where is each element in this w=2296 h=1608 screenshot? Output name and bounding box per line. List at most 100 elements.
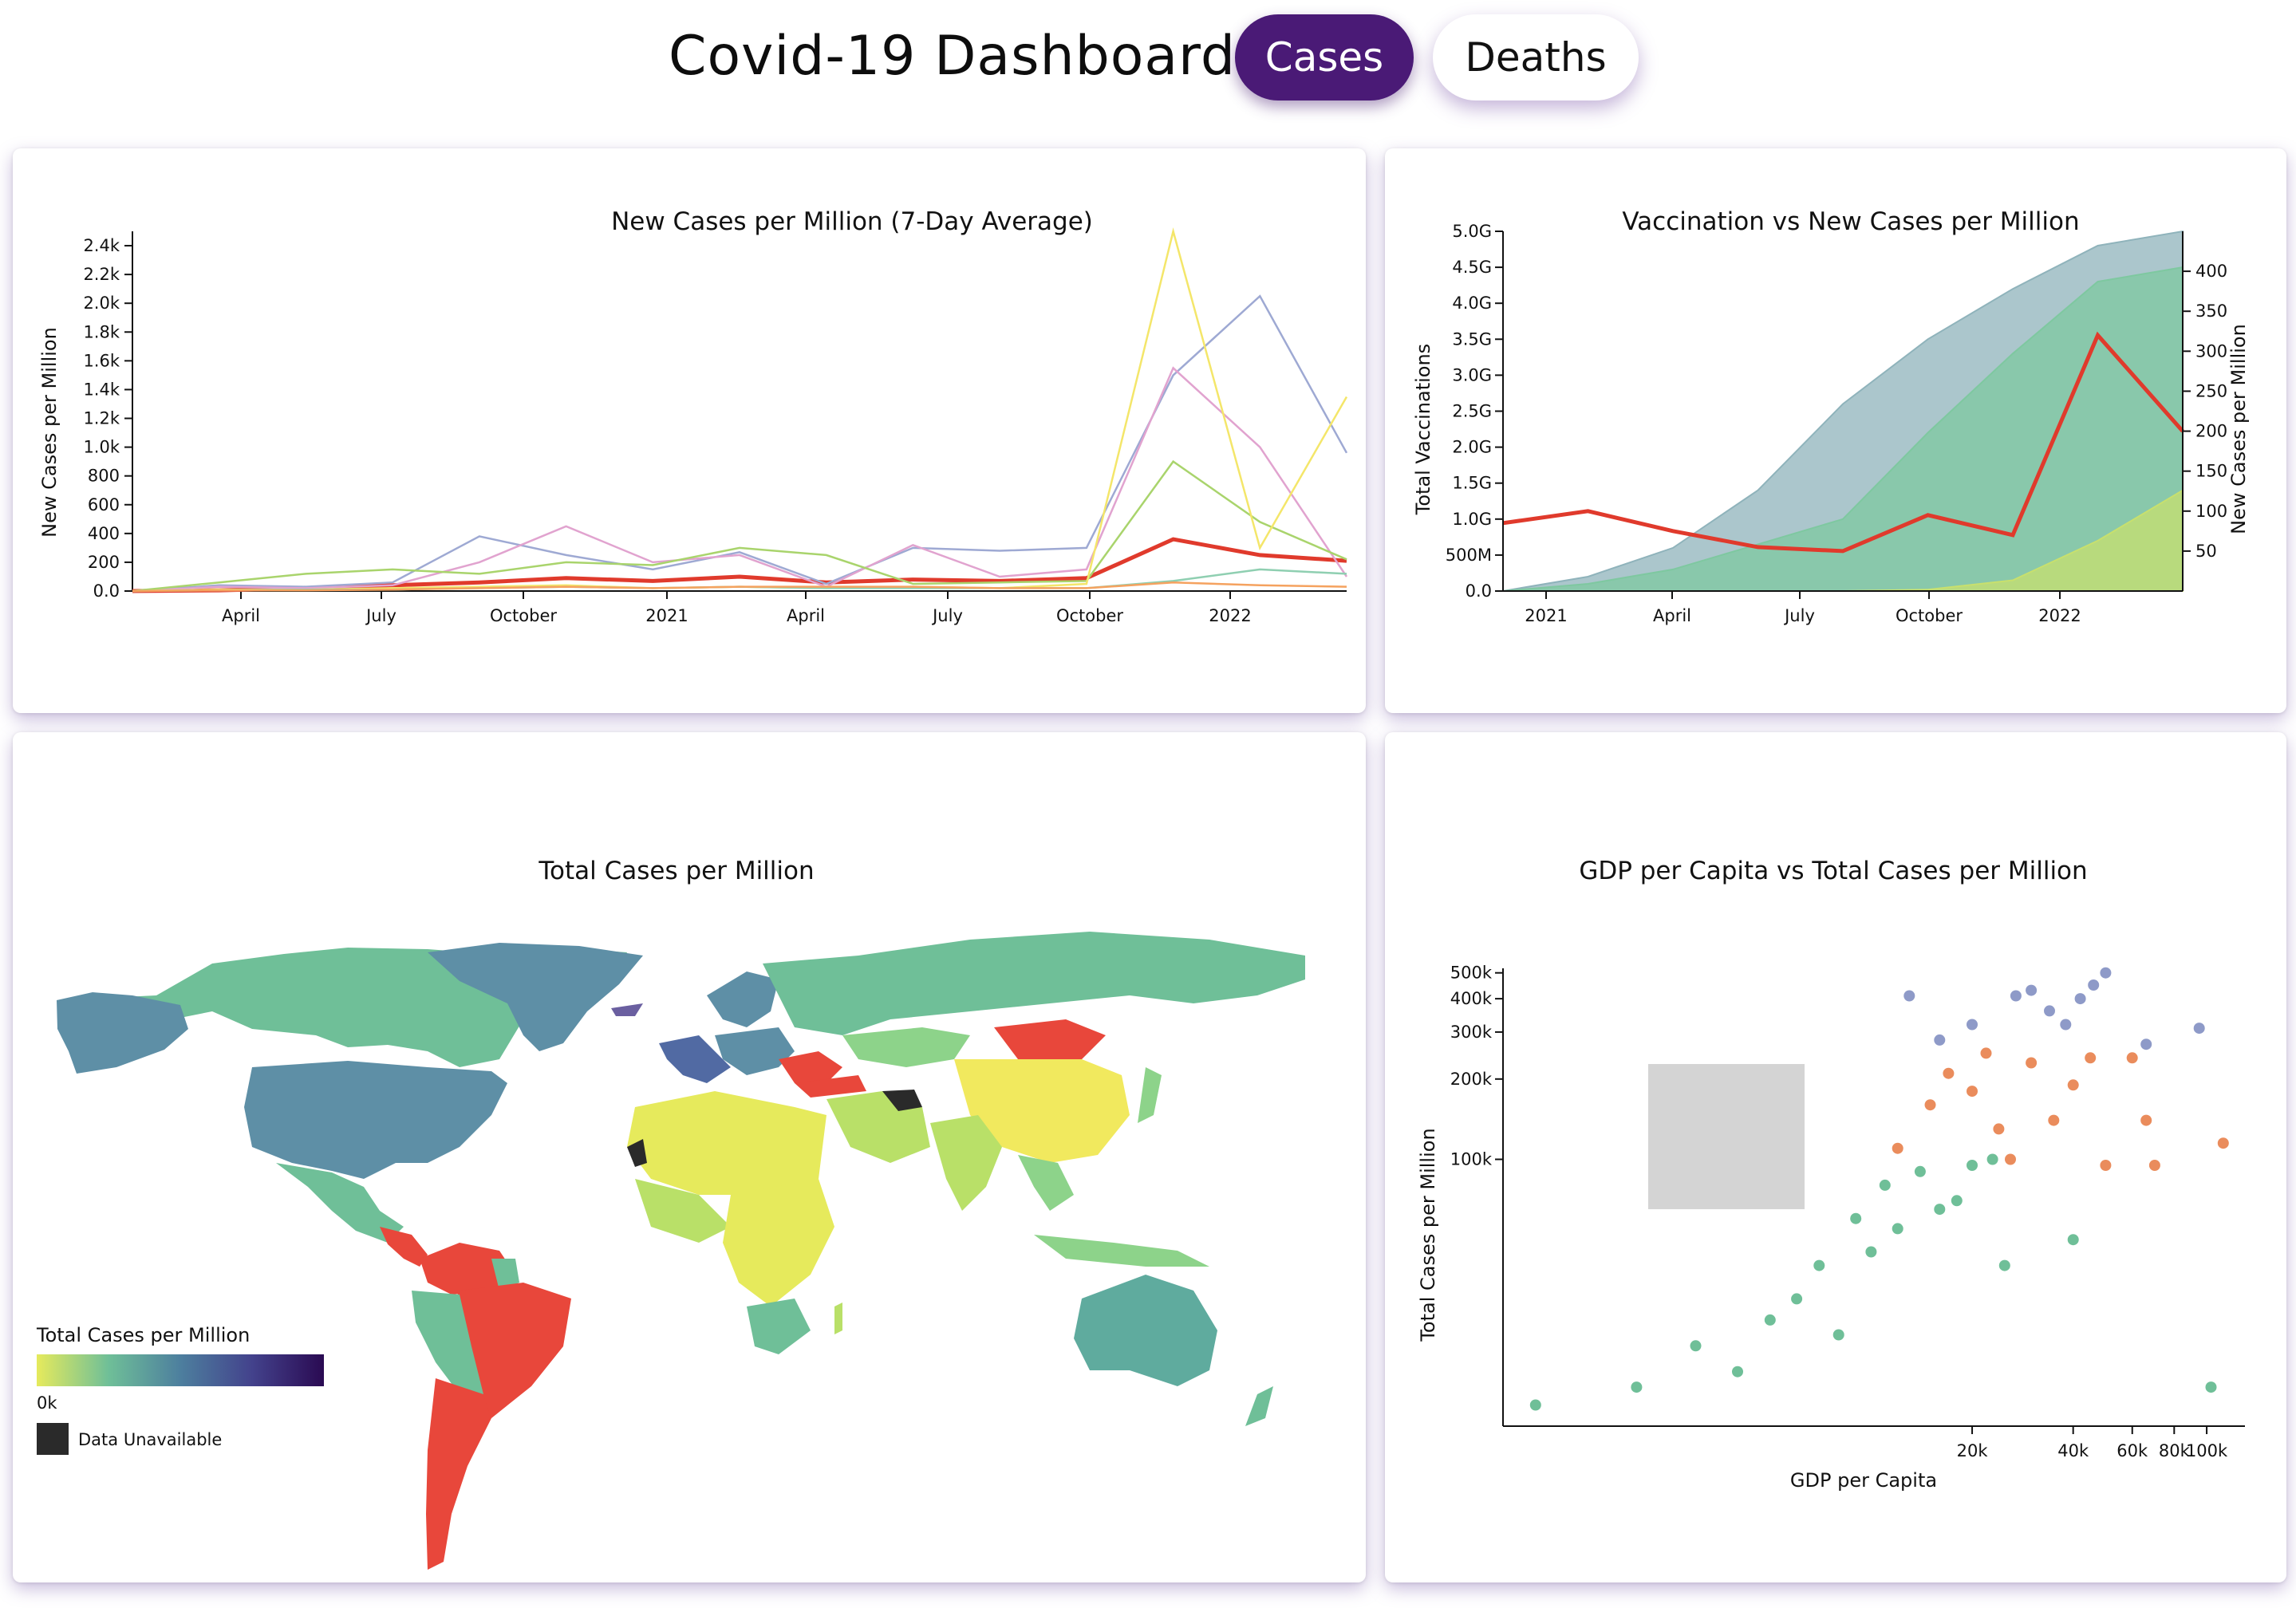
deaths-button[interactable]: Deaths xyxy=(1433,14,1639,100)
new-cases-y-tick-label: 200 xyxy=(88,553,120,572)
vaccination-left-y-axis: 0.0 500M 1.0G 1.5G 2.0G 2.5G 3.0G 3.5G 4.0G 4.5G 5… xyxy=(1446,222,1503,601)
scatter-point[interactable] xyxy=(1986,1153,1998,1165)
scatter-point[interactable] xyxy=(2074,993,2086,1005)
scatter-points xyxy=(1529,967,2229,1411)
map-card: Total Cases per Million xyxy=(13,732,1366,1582)
vaccination-right-tick-label: 200 xyxy=(2195,422,2227,441)
scatter-point[interactable] xyxy=(1764,1314,1776,1326)
scatter-point[interactable] xyxy=(2026,1057,2038,1069)
map-kazakhstan xyxy=(842,1027,970,1067)
new-cases-series-line xyxy=(132,227,1348,593)
scatter-point[interactable] xyxy=(2148,1160,2160,1171)
new-cases-y-tick-label: 800 xyxy=(88,467,120,486)
new-cases-series-line xyxy=(132,294,1348,593)
scatter-point[interactable] xyxy=(2126,1052,2138,1064)
map-guyana xyxy=(491,1259,519,1291)
vaccination-right-tick-label: 300 xyxy=(2195,341,2227,361)
scatter-point[interactable] xyxy=(1934,1204,1946,1216)
map-mongolia xyxy=(994,1019,1106,1059)
vaccination-right-tick-label: 50 xyxy=(2195,542,2217,561)
scatter-point[interactable] xyxy=(1813,1259,1825,1271)
new-cases-x-tick-label: October xyxy=(490,606,557,625)
vaccination-right-tick-label: 250 xyxy=(2195,381,2227,400)
cases-button[interactable]: Cases xyxy=(1235,14,1414,100)
scatter-point[interactable] xyxy=(1967,1160,1978,1171)
world-map-chart: Total Cases per Million xyxy=(36,857,1305,1570)
map-iran xyxy=(882,1090,922,1111)
scatter-point[interactable] xyxy=(1934,1034,1946,1046)
new-cases-series-line xyxy=(132,581,1347,593)
scatter-point[interactable] xyxy=(2193,1023,2205,1035)
scatter-point[interactable] xyxy=(2100,1160,2112,1171)
scatter-point[interactable] xyxy=(2140,1114,2152,1126)
scatter-point[interactable] xyxy=(2005,1153,2016,1165)
scatter-point[interactable] xyxy=(2026,984,2038,996)
map-new-zealand xyxy=(1245,1386,1273,1426)
scatter-point[interactable] xyxy=(1865,1246,1877,1258)
scatter-point[interactable] xyxy=(1903,990,1915,1002)
scatter-point[interactable] xyxy=(1791,1293,1803,1305)
scatter-point[interactable] xyxy=(2088,979,2100,991)
scatter-brush-selection[interactable] xyxy=(1648,1064,1805,1209)
scatter-card: GDP per Capita vs Total Cases per Millio… xyxy=(1385,732,2286,1582)
new-cases-x-tick-label: July xyxy=(365,606,396,625)
scatter-point[interactable] xyxy=(1967,1019,1978,1031)
scatter-point[interactable] xyxy=(2217,1137,2229,1149)
world-map[interactable] xyxy=(57,932,1305,1570)
map-legend-title: Total Cases per Million xyxy=(36,1324,250,1346)
map-japan xyxy=(1138,1067,1162,1123)
scatter-point[interactable] xyxy=(1924,1099,1936,1111)
scatter-point[interactable] xyxy=(2010,990,2022,1002)
scatter-point[interactable] xyxy=(1993,1123,2005,1135)
vaccination-right-tick-label: 400 xyxy=(2195,262,2227,281)
map-central-africa xyxy=(723,1179,834,1306)
scatter-point[interactable] xyxy=(1951,1195,1963,1207)
new-cases-x-axis: April July October 2021 April July October 2022 xyxy=(222,591,1252,625)
vaccination-x-tick-label: April xyxy=(1653,606,1691,625)
scatter-point[interactable] xyxy=(2067,1079,2079,1091)
map-legend-unavailable-label: Data Unavailable xyxy=(78,1430,222,1449)
new-cases-x-tick-label: 2021 xyxy=(645,606,688,625)
new-cases-y-axis: 0.0 200 400 600 800 1.0k 1.2k 1.4k 1.6k 1.8k 2.0k 2… xyxy=(83,236,132,601)
scatter-point[interactable] xyxy=(2085,1052,2097,1064)
scatter-point[interactable] xyxy=(1943,1067,1955,1079)
scatter-point[interactable] xyxy=(1529,1399,1541,1411)
scatter-point[interactable] xyxy=(2205,1381,2217,1393)
vaccination-left-tick-label: 500M xyxy=(1446,546,1492,565)
map-turkey xyxy=(795,1075,866,1098)
map-europe-central xyxy=(715,1027,795,1075)
map-west-africa xyxy=(635,1179,731,1243)
map-legend-min: 0k xyxy=(37,1393,57,1413)
map-china xyxy=(954,1059,1130,1163)
vaccination-new-cases-line xyxy=(1502,331,2184,554)
scatter-point[interactable] xyxy=(1998,1259,2010,1271)
scatter-point[interactable] xyxy=(1690,1340,1702,1352)
page-title: Covid-19 Dashboard xyxy=(669,25,1236,88)
scatter-point[interactable] xyxy=(2140,1038,2152,1050)
scatter-point[interactable] xyxy=(2100,967,2112,979)
vaccination-left-tick-label: 3.5G xyxy=(1452,329,1492,349)
vaccination-x-tick-label: July xyxy=(1783,606,1815,625)
new-cases-y-tick-label: 600 xyxy=(88,495,120,514)
scatter-x-label: GDP per Capita xyxy=(1790,1469,1937,1492)
new-cases-y-tick-label: 1.4k xyxy=(83,380,120,399)
scatter-point[interactable] xyxy=(1631,1381,1643,1393)
vaccination-x-tick-label: October xyxy=(1896,606,1963,625)
scatter-point[interactable] xyxy=(1879,1179,1891,1191)
scatter-point[interactable] xyxy=(2044,1005,2055,1017)
scatter-point[interactable] xyxy=(2067,1234,2079,1246)
scatter-point[interactable] xyxy=(1892,1223,1903,1235)
scatter-point[interactable] xyxy=(2048,1114,2060,1126)
scatter-point[interactable] xyxy=(1980,1047,1992,1059)
map-balkans xyxy=(779,1051,842,1083)
map-legend-unavailable-swatch xyxy=(37,1423,69,1455)
scatter-point[interactable] xyxy=(1914,1165,1926,1177)
scatter-point[interactable] xyxy=(1832,1329,1844,1341)
scatter-point[interactable] xyxy=(1892,1142,1903,1154)
scatter-point[interactable] xyxy=(1732,1366,1743,1377)
scatter-point[interactable] xyxy=(1850,1212,1862,1224)
scatter-point[interactable] xyxy=(2060,1019,2072,1031)
vaccination-x-axis: 2021 April July October 2022 xyxy=(1525,591,2081,625)
scatter-point[interactable] xyxy=(1967,1086,1978,1098)
new-cases-y-tick-label: 2.4k xyxy=(83,236,120,255)
